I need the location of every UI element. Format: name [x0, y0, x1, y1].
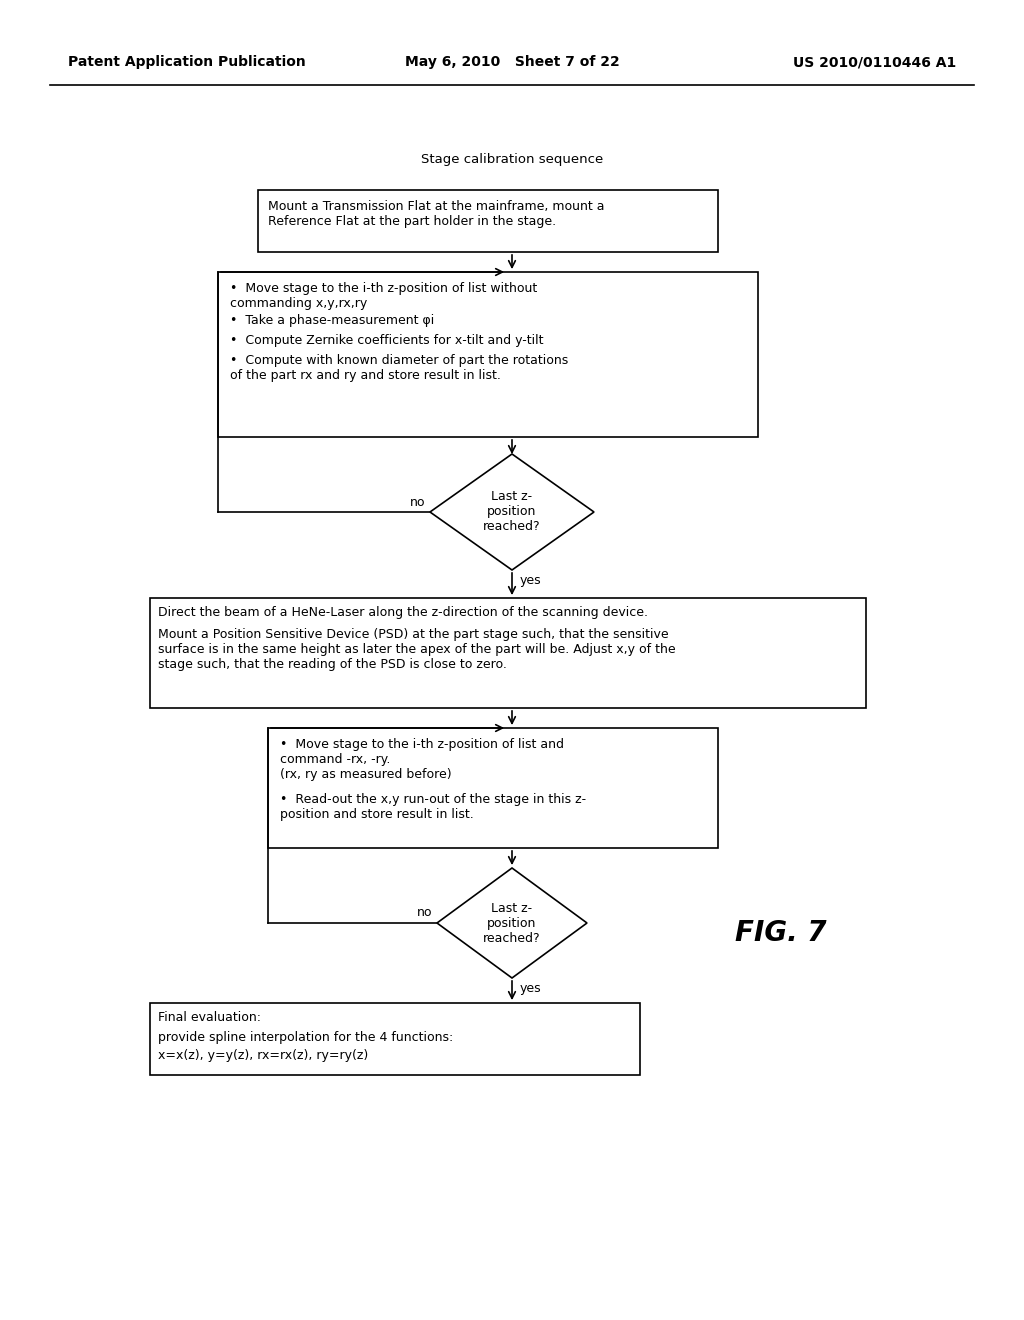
Text: yes: yes — [520, 982, 542, 995]
Text: US 2010/0110446 A1: US 2010/0110446 A1 — [793, 55, 956, 69]
Text: •  Compute with known diameter of part the rotations
of the part rx and ry and s: • Compute with known diameter of part th… — [230, 354, 568, 381]
Text: •  Move stage to the i-th z-position of list without
commanding x,y,rx,ry: • Move stage to the i-th z-position of l… — [230, 282, 538, 310]
Text: •  Compute Zernike coefficients for x-tilt and y-tilt: • Compute Zernike coefficients for x-til… — [230, 334, 544, 347]
Text: Stage calibration sequence: Stage calibration sequence — [421, 153, 603, 166]
Text: •  Take a phase-measurement φi: • Take a phase-measurement φi — [230, 314, 434, 327]
Text: Final evaluation:: Final evaluation: — [158, 1011, 261, 1024]
Text: Mount a Position Sensitive Device (PSD) at the part stage such, that the sensiti: Mount a Position Sensitive Device (PSD) … — [158, 628, 676, 671]
Text: no: no — [417, 907, 432, 920]
Text: yes: yes — [520, 574, 542, 587]
Text: FIG. 7: FIG. 7 — [735, 919, 826, 946]
Bar — [258, 190, 718, 252]
Bar — [150, 598, 866, 708]
Polygon shape — [430, 454, 594, 570]
Text: provide spline interpolation for the 4 functions:: provide spline interpolation for the 4 f… — [158, 1031, 454, 1044]
Bar — [268, 729, 718, 847]
Text: Last z-
position
reached?: Last z- position reached? — [483, 902, 541, 945]
Text: Last z-
position
reached?: Last z- position reached? — [483, 491, 541, 533]
Polygon shape — [437, 869, 587, 978]
Text: Patent Application Publication: Patent Application Publication — [68, 55, 306, 69]
Text: May 6, 2010   Sheet 7 of 22: May 6, 2010 Sheet 7 of 22 — [404, 55, 620, 69]
Text: •  Read-out the x,y run-out of the stage in this z-
position and store result in: • Read-out the x,y run-out of the stage … — [280, 793, 586, 821]
Text: Mount a Transmission Flat at the mainframe, mount a
Reference Flat at the part h: Mount a Transmission Flat at the mainfra… — [268, 201, 604, 228]
Text: Direct the beam of a HeNe-Laser along the z-direction of the scanning device.: Direct the beam of a HeNe-Laser along th… — [158, 606, 648, 619]
Bar — [150, 1003, 640, 1074]
Text: •  Move stage to the i-th z-position of list and
command -rx, -ry.
(rx, ry as me: • Move stage to the i-th z-position of l… — [280, 738, 564, 781]
Text: x=x(z), y=y(z), rx=rx(z), ry=ry(z): x=x(z), y=y(z), rx=rx(z), ry=ry(z) — [158, 1049, 369, 1063]
Bar — [218, 272, 758, 437]
Text: no: no — [410, 495, 425, 508]
